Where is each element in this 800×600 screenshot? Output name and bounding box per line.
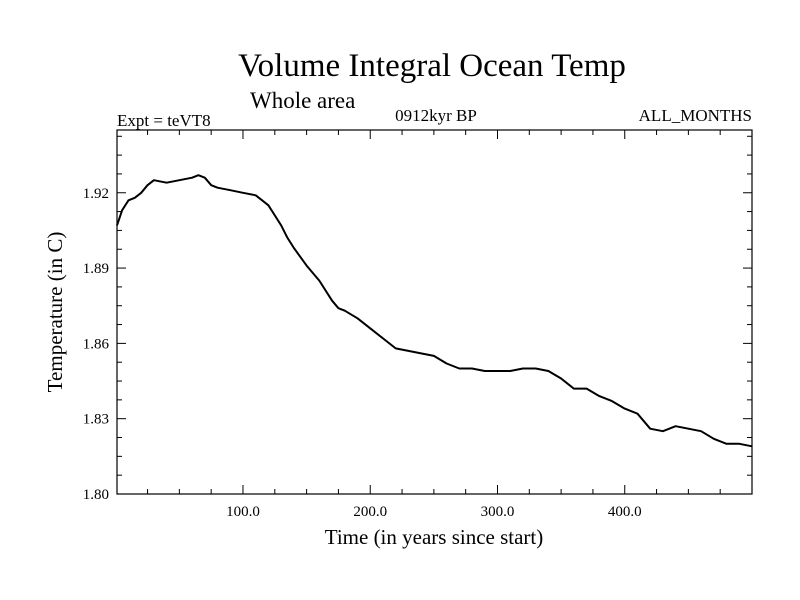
y-tick-label: 1.83: [83, 412, 109, 428]
chart-title: Volume Integral Ocean Temp: [238, 48, 626, 84]
months-label: ALL_MONTHS: [639, 106, 752, 125]
experiment-label: Expt = teVT8: [117, 111, 211, 130]
y-tick-label: 1.86: [83, 336, 110, 352]
temperature-series-line: [116, 174, 753, 448]
chart-subtitle: Whole area: [250, 88, 355, 113]
x-tick-label: 400.0: [608, 504, 642, 520]
x-tick-label: 300.0: [481, 504, 515, 520]
x-axis-label: Time (in years since start): [325, 525, 544, 549]
plot-frame: [116, 129, 753, 495]
period-label: 0912kyr BP: [395, 106, 477, 125]
y-axis-label: Temperature (in C): [43, 232, 67, 393]
axis-tick-labels: 1.80 1.83 1.86 1.89 1.92 100.0 200.0 300.0 400.0: [83, 186, 642, 520]
x-tick-label: 200.0: [353, 504, 387, 520]
y-tick-label: 1.80: [83, 487, 109, 503]
y-tick-label: 1.92: [83, 186, 109, 202]
y-tick-label: 1.89: [83, 261, 109, 277]
x-tick-label: 100.0: [226, 504, 260, 520]
axis-ticks: [117, 130, 752, 495]
